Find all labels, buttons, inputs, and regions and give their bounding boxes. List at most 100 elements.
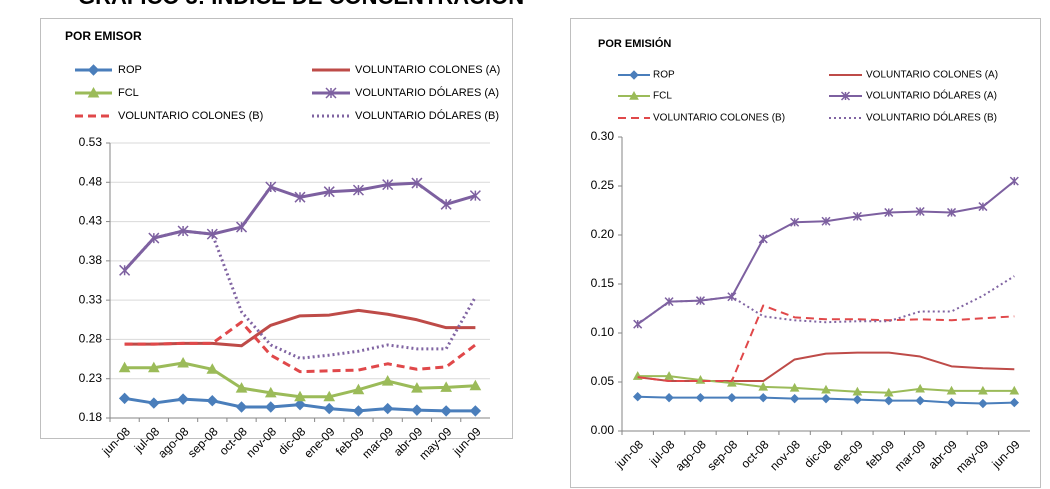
data-point	[852, 211, 862, 221]
data-point	[235, 382, 248, 393]
data-point	[758, 234, 768, 244]
data-point	[1009, 385, 1020, 395]
data-point	[294, 398, 306, 411]
data-point	[789, 382, 800, 392]
data-point	[758, 381, 769, 391]
legend-marker	[87, 64, 100, 76]
data-point	[294, 390, 306, 402]
data-point	[726, 377, 737, 387]
data-point	[883, 387, 894, 397]
legend-label: VOLUNTARIO DÓLARES (B)	[355, 109, 499, 122]
data-point	[758, 392, 768, 403]
series-line	[123, 229, 477, 360]
data-point	[469, 379, 482, 391]
data-point	[265, 181, 277, 193]
legend-label: VOLUNTARIO COLONES (B)	[653, 113, 785, 124]
data-point	[469, 190, 481, 202]
y-tick-label: 0.43	[79, 214, 103, 228]
data-point	[265, 401, 277, 413]
data-point	[323, 186, 335, 198]
y-tick-label: 0.38	[79, 253, 103, 267]
y-tick-label: 0.23	[79, 371, 103, 385]
data-point	[664, 297, 674, 307]
legend-label: VOLUNTARIO COLONES (A)	[355, 64, 500, 76]
y-tick-label: 0.30	[591, 129, 615, 143]
data-point	[235, 401, 248, 413]
legend-label: VOLUNTARIO COLONES (A)	[866, 70, 998, 81]
series-line	[637, 275, 1015, 325]
legend-label: VOLUNTARIO COLONES (B)	[118, 110, 263, 122]
data-point	[947, 207, 957, 217]
data-point	[381, 402, 394, 415]
data-point	[790, 217, 800, 227]
y-tick-label: 0.28	[79, 332, 103, 346]
data-point	[915, 383, 926, 393]
data-point	[352, 184, 364, 196]
data-point	[411, 177, 423, 189]
data-point	[821, 384, 831, 394]
data-point	[789, 393, 800, 404]
data-point	[411, 404, 423, 416]
legend-label: VOLUNTARIO DÓLARES (B)	[866, 111, 997, 124]
y-tick-label: 0.10	[591, 325, 615, 339]
data-point	[119, 264, 131, 276]
data-point	[1009, 397, 1020, 408]
data-point	[727, 392, 737, 403]
data-point	[978, 202, 988, 212]
data-point	[821, 393, 831, 404]
data-point	[264, 386, 277, 398]
data-point	[1009, 176, 1019, 186]
y-tick-label: 0.15	[591, 276, 615, 290]
legend-label: VOLUNTARIO DÓLARES (A)	[355, 86, 499, 99]
chart-title: POR EMISIÓN	[598, 37, 671, 50]
data-point	[633, 319, 643, 329]
y-tick-label: 0.05	[591, 374, 615, 388]
data-point	[915, 206, 925, 217]
y-tick-label: 0.48	[79, 174, 103, 188]
data-point	[632, 391, 643, 402]
data-point	[206, 363, 219, 374]
data-point	[177, 393, 189, 405]
data-point	[821, 216, 831, 226]
y-tick-label: 0.33	[79, 292, 103, 306]
data-point	[147, 361, 160, 373]
chart-title: POR EMISOR	[65, 29, 142, 43]
data-point	[148, 232, 160, 244]
y-tick-label: 0.25	[591, 178, 615, 192]
data-point	[177, 356, 189, 368]
data-point	[118, 361, 131, 373]
y-tick-label: 0.53	[79, 135, 103, 149]
data-point	[440, 198, 452, 210]
legend-label: FCL	[118, 87, 139, 99]
series-line	[124, 320, 477, 374]
data-point	[352, 383, 365, 395]
legend-label: ROP	[653, 70, 675, 81]
data-point	[978, 398, 988, 409]
legend-label: VOLUNTARIO DÓLARES (A)	[866, 89, 997, 102]
chart-panel	[40, 18, 513, 439]
y-tick-label: 0.18	[79, 410, 103, 424]
data-point	[440, 381, 453, 392]
data-point	[946, 397, 957, 408]
legend-label: FCL	[653, 91, 672, 102]
legend-label: ROP	[118, 64, 142, 76]
data-point	[148, 397, 160, 409]
data-point	[323, 390, 336, 402]
data-point	[978, 385, 988, 395]
data-point	[206, 395, 219, 407]
legend-marker	[629, 70, 639, 80]
data-point	[884, 207, 894, 217]
data-point	[664, 371, 674, 380]
legend-marker	[87, 86, 100, 98]
data-point	[294, 191, 306, 203]
data-point	[915, 395, 925, 406]
series-line	[637, 304, 1015, 383]
data-point	[664, 392, 674, 403]
data-point	[946, 385, 957, 395]
legend-marker	[325, 87, 337, 99]
data-point	[440, 405, 452, 417]
data-point	[884, 395, 894, 406]
legend-marker	[629, 90, 639, 100]
data-point	[118, 392, 131, 405]
